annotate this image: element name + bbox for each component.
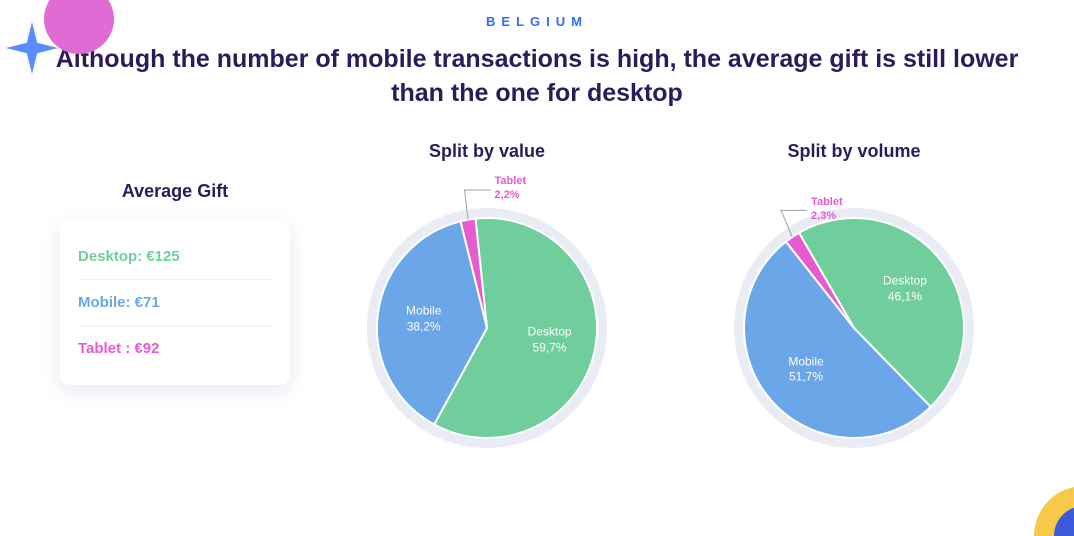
pie-label-mobile: Mobile51,7% bbox=[788, 354, 823, 385]
avg-row-desktop: Desktop: €125 bbox=[78, 234, 272, 280]
chart-title-value: Split by value bbox=[429, 141, 545, 162]
decor-star-icon bbox=[6, 22, 58, 74]
chart-by-volume: Split by volume Desktop46,1% Mobile51,7% T… bbox=[684, 141, 1024, 458]
average-gift-title: Average Gift bbox=[60, 181, 290, 202]
pie-callout-tablet: Tablet2,2% bbox=[495, 175, 527, 203]
chart-title-volume: Split by volume bbox=[787, 141, 920, 162]
content-row: Average Gift Desktop: €125Mobile: €71Tab… bbox=[0, 111, 1074, 458]
eyebrow-label: BELGIUM bbox=[0, 14, 1074, 29]
pie-by-value: Desktop59,7% Mobile38,2% Tablet2,2% bbox=[337, 168, 637, 458]
avg-row-tablet: Tablet : €92 bbox=[78, 326, 272, 371]
average-gift-column: Average Gift Desktop: €125Mobile: €71Tab… bbox=[60, 141, 290, 385]
chart-by-value: Split by value Desktop59,7% Mobile38,2% Ta… bbox=[317, 141, 657, 458]
avg-row-mobile: Mobile: €71 bbox=[78, 280, 272, 326]
page-headline: Although the number of mobile transactio… bbox=[40, 43, 1034, 111]
pie-label-mobile: Mobile38,2% bbox=[406, 304, 441, 335]
decor-corner-icon bbox=[1034, 486, 1074, 536]
pie-label-desktop: Desktop46,1% bbox=[883, 273, 927, 304]
average-gift-card: Desktop: €125Mobile: €71Tablet : €92 bbox=[60, 220, 290, 385]
pie-by-volume: Desktop46,1% Mobile51,7% Tablet2,3% bbox=[704, 168, 1004, 458]
pie-label-desktop: Desktop59,7% bbox=[528, 324, 572, 355]
pie-callout-tablet: Tablet2,3% bbox=[811, 196, 843, 224]
